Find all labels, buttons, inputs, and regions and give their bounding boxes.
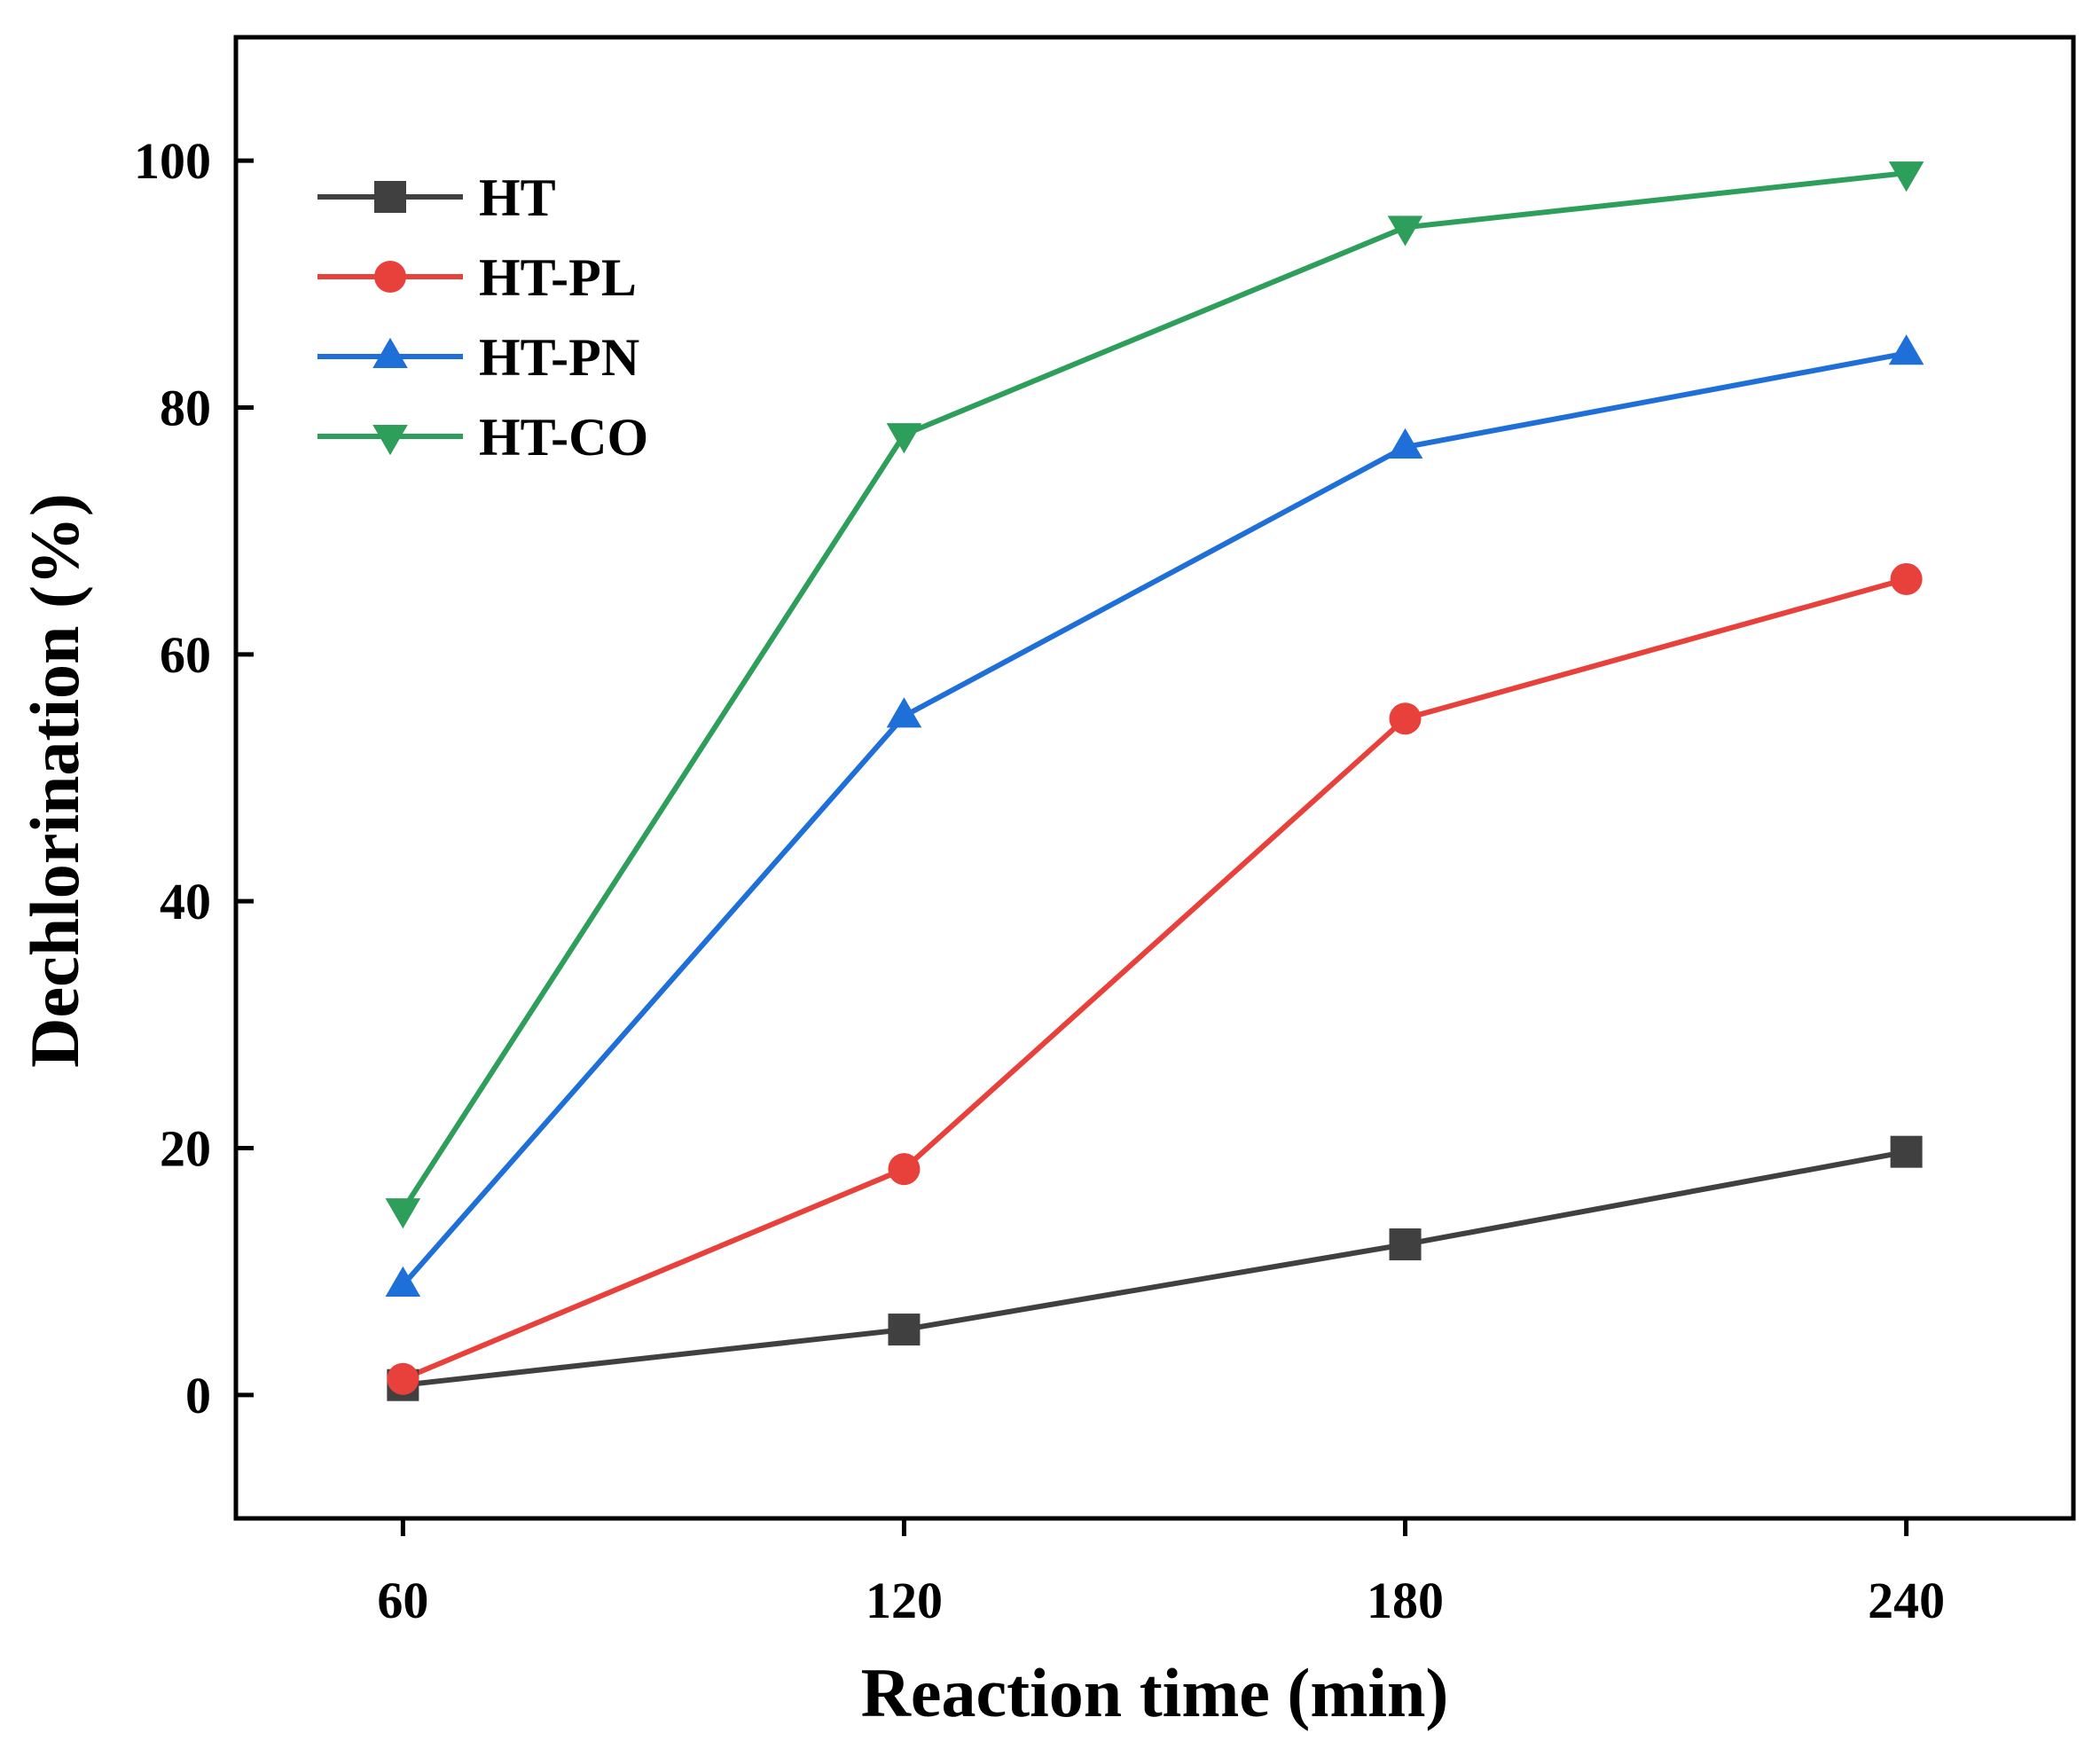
x-tick-label: 180 [1367, 1572, 1444, 1629]
series-line-ht-pn [401, 350, 1908, 1287]
data-point-ht-pl [888, 1153, 921, 1186]
y-tick-label: 40 [160, 873, 211, 930]
axes: 0 20 40 60 80 100 60 120 180 240 [134, 132, 1945, 1629]
data-point-ht [888, 1314, 921, 1346]
legend-marker-ht [374, 181, 406, 213]
data-point-ht-co [1888, 161, 1924, 192]
plot-area [233, 35, 2076, 1521]
data-point-ht-co [1387, 216, 1423, 247]
legend-label-ht: HT [479, 169, 556, 227]
series-line-ht-co [400, 170, 1907, 1212]
x-tick-label: 240 [1868, 1572, 1945, 1629]
y-tick-label: 0 [185, 1367, 211, 1424]
series-lines [400, 170, 1908, 1388]
data-point-ht-pn [385, 1266, 421, 1297]
legend-label-ht-pl: HT-PL [479, 248, 637, 307]
y-tick-label: 100 [134, 132, 211, 190]
y-tick-label: 80 [160, 380, 211, 437]
data-point-ht-pn [1387, 427, 1423, 459]
series-markers [385, 161, 1924, 1401]
x-axis-title: Reaction time (min) [861, 1654, 1449, 1731]
y-axis-title: Dechlorination (%) [16, 493, 93, 1068]
plot-frame [233, 35, 2076, 1521]
legend: HT HT-PL HT-PN HT-CO [317, 169, 648, 467]
y-tick-label: 60 [160, 626, 211, 684]
data-point-ht-pl [1890, 562, 1923, 595]
legend-marker-ht-pn [372, 337, 408, 368]
data-point-ht-co [385, 1198, 421, 1229]
x-tick-label: 60 [377, 1572, 428, 1629]
data-point-ht-pn [886, 697, 922, 728]
data-point-ht-pl [387, 1362, 419, 1395]
legend-marker-ht-pl [374, 261, 406, 293]
data-point-ht [1389, 1228, 1422, 1261]
y-tick-label: 20 [160, 1120, 211, 1178]
legend-marker-ht-co [372, 425, 408, 456]
data-point-ht-pl [1389, 702, 1422, 735]
data-point-ht [1890, 1135, 1923, 1168]
series-line-ht [403, 1149, 1908, 1388]
x-tick-label: 120 [866, 1572, 943, 1629]
legend-label-ht-co: HT-CO [479, 408, 648, 467]
legend-label-ht-pn: HT-PN [479, 328, 639, 387]
series-line-ht-pl [402, 576, 1908, 1382]
data-point-ht-pn [1888, 334, 1924, 365]
data-point-ht-co [886, 423, 922, 454]
